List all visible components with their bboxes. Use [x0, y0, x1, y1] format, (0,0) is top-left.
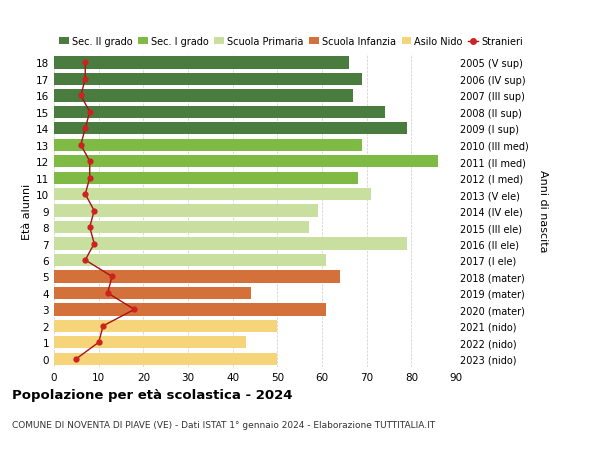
- Bar: [54, 271, 340, 283]
- Bar: [54, 172, 358, 185]
- Bar: [54, 156, 438, 168]
- Y-axis label: Età alunni: Età alunni: [22, 183, 32, 239]
- Text: COMUNE DI NOVENTA DI PIAVE (VE) - Dati ISTAT 1° gennaio 2024 - Elaborazione TUTT: COMUNE DI NOVENTA DI PIAVE (VE) - Dati I…: [12, 420, 435, 429]
- Text: Popolazione per età scolastica - 2024: Popolazione per età scolastica - 2024: [12, 388, 293, 401]
- Bar: [54, 336, 246, 349]
- Bar: [54, 73, 362, 86]
- Bar: [54, 189, 371, 201]
- Bar: [54, 353, 277, 365]
- Bar: [54, 254, 326, 267]
- Bar: [54, 303, 326, 316]
- Bar: [54, 221, 308, 234]
- Y-axis label: Anni di nascita: Anni di nascita: [538, 170, 548, 252]
- Bar: [54, 320, 277, 332]
- Bar: [54, 238, 407, 250]
- Bar: [54, 57, 349, 69]
- Bar: [54, 123, 407, 135]
- Bar: [54, 106, 385, 119]
- Legend: Sec. II grado, Sec. I grado, Scuola Primaria, Scuola Infanzia, Asilo Nido, Stran: Sec. II grado, Sec. I grado, Scuola Prim…: [59, 37, 523, 47]
- Bar: [54, 90, 353, 102]
- Bar: [54, 139, 362, 151]
- Bar: [54, 205, 317, 217]
- Bar: [54, 287, 251, 299]
